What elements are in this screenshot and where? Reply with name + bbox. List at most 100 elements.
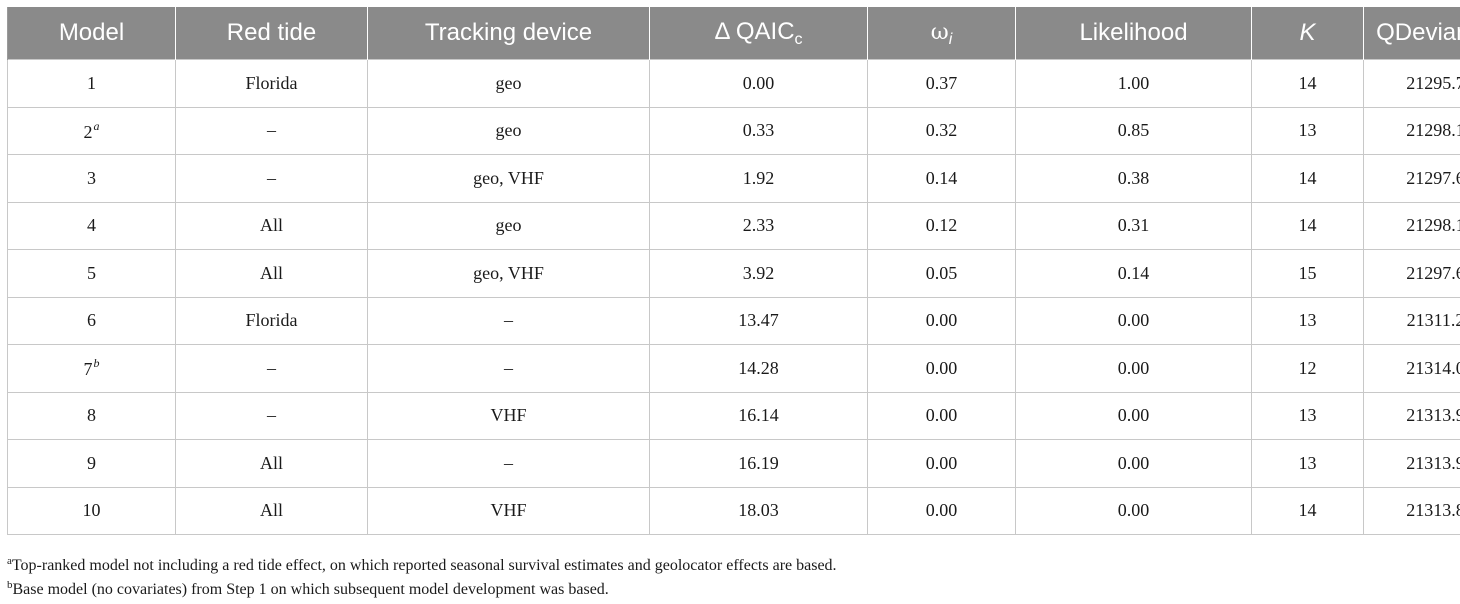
cell-omega: 0.00 [867,296,1016,345]
cell-tracking-device: – [367,344,650,393]
cell-delta-qaicc: 3.92 [649,249,868,298]
cell-red-tide: – [175,154,368,203]
cell-likelihood: 0.00 [1015,344,1252,393]
table-row: 5 All geo, VHF 3.92 0.05 0.14 15 21297.6 [7,249,1460,298]
footnote-a: aTop-ranked model not including a red ti… [7,549,837,574]
cell-tracking-device: geo, VHF [367,249,650,298]
cell-model: 5 [7,249,176,298]
cell-qdeviance: 21297.6 [1363,154,1460,203]
model-number: 1 [87,72,96,93]
model-number: 7 [83,359,93,380]
cell-model: 2a [7,106,176,155]
header-delta-qaicc-subscript: c [794,30,803,48]
cell-likelihood: 0.00 [1015,296,1252,345]
cell-qdeviance: 21311.2 [1363,296,1460,345]
model-number: 8 [87,405,96,426]
table-row: 4 All geo 2.33 0.12 0.31 14 21298.1 [7,201,1460,250]
cell-model: 6 [7,296,176,345]
cell-delta-qaicc: 0.00 [649,59,868,108]
cell-red-tide: All [175,201,368,250]
model-number: 9 [87,452,96,473]
table-row: 9 All –16.19 0.00 0.00 13 21313.9 [7,439,1460,488]
table-row: 7b – –14.28 0.00 0.00 12 21314.0 [7,344,1460,393]
table-row: 8– VHF 16.14 0.00 0.00 13 21313.9 [7,391,1460,440]
cell-tracking-device: VHF [367,486,650,535]
footnotes: aTop-ranked model not including a red ti… [7,549,837,598]
model-number: 3 [87,167,96,188]
cell-likelihood: 0.31 [1015,201,1252,250]
header-delta-qaicc-label: Δ QAIC [714,17,795,45]
header-red-tide: Red tide [175,7,368,60]
cell-delta-qaicc: 0.33 [649,106,868,155]
cell-omega: 0.32 [867,106,1016,155]
cell-model: 10 [7,486,176,535]
header-k: K [1251,7,1364,60]
cell-k: 13 [1251,439,1364,488]
cell-omega: 0.12 [867,201,1016,250]
cell-red-tide: – [175,391,368,440]
cell-k: 12 [1251,344,1364,393]
cell-likelihood: 0.00 [1015,391,1252,440]
cell-likelihood: 0.85 [1015,106,1252,155]
footnote-b-text: Base model (no covariates) from Step 1 o… [12,581,609,598]
cell-tracking-device: geo [367,59,650,108]
cell-k: 13 [1251,106,1364,155]
cell-likelihood: 0.00 [1015,486,1252,535]
cell-tracking-device: geo [367,106,650,155]
cell-red-tide: All [175,486,368,535]
header-likelihood: Likelihood [1015,7,1252,60]
cell-omega: 0.00 [867,486,1016,535]
cell-model: 9 [7,439,176,488]
cell-model: 1 [7,59,176,108]
cell-k: 13 [1251,296,1364,345]
header-row: Model Red tide Tracking device Δ QAICc ω… [7,7,1460,60]
cell-red-tide: Florida [175,296,368,345]
model-selection-table: Model Red tide Tracking device Δ QAICc ω… [7,7,1460,535]
table-row: 6 Florida –13.47 0.00 0.00 13 21311.2 [7,296,1460,345]
cell-qdeviance: 21298.1 [1363,201,1460,250]
cell-qdeviance: 21314.0 [1363,344,1460,393]
cell-red-tide: – [175,344,368,393]
footnote-b: bBase model (no covariates) from Step 1 … [7,573,837,598]
cell-model: 3 [7,154,176,203]
cell-omega: 0.14 [867,154,1016,203]
cell-delta-qaicc: 1.92 [649,154,868,203]
cell-red-tide: Florida [175,59,368,108]
model-footnote-mark: a [93,118,100,133]
cell-tracking-device: geo [367,201,650,250]
cell-tracking-device: VHF [367,391,650,440]
results-table-container: Model Red tide Tracking device Δ QAICc ω… [7,7,1460,535]
model-number: 6 [87,310,96,331]
cell-likelihood: 0.38 [1015,154,1252,203]
cell-red-tide: All [175,249,368,298]
model-number: 10 [82,500,101,521]
cell-k: 14 [1251,154,1364,203]
header-model: Model [7,7,176,60]
header-omega-subscript: i [948,30,953,48]
table-row: 10 All VHF 18.03 0.00 0.00 14 21313.8 [7,486,1460,535]
cell-qdeviance: 21297.6 [1363,249,1460,298]
cell-qdeviance: 21295.7 [1363,59,1460,108]
table-row: 2a – geo 0.33 0.32 0.85 13 21298.1 [7,106,1460,155]
cell-qdeviance: 21313.9 [1363,391,1460,440]
cell-k: 14 [1251,201,1364,250]
model-number: 5 [87,262,96,283]
cell-model: 4 [7,201,176,250]
cell-delta-qaicc: 16.19 [649,439,868,488]
header-delta-qaicc: Δ QAICc [649,7,868,60]
cell-k: 14 [1251,59,1364,108]
model-footnote-mark: b [93,356,100,371]
table-row: 3 – geo, VHF 1.92 0.14 0.38 14 21297.6 [7,154,1460,203]
model-number: 4 [87,215,96,236]
header-qdeviance: QDeviance [1363,7,1460,60]
header-tracking-device: Tracking device [367,7,650,60]
cell-red-tide: – [175,106,368,155]
header-omega-symbol: ω [930,19,949,45]
cell-k: 14 [1251,486,1364,535]
cell-tracking-device: geo, VHF [367,154,650,203]
cell-qdeviance: 21313.8 [1363,486,1460,535]
cell-delta-qaicc: 2.33 [649,201,868,250]
cell-omega: 0.00 [867,344,1016,393]
cell-red-tide: All [175,439,368,488]
cell-model: 8 [7,391,176,440]
